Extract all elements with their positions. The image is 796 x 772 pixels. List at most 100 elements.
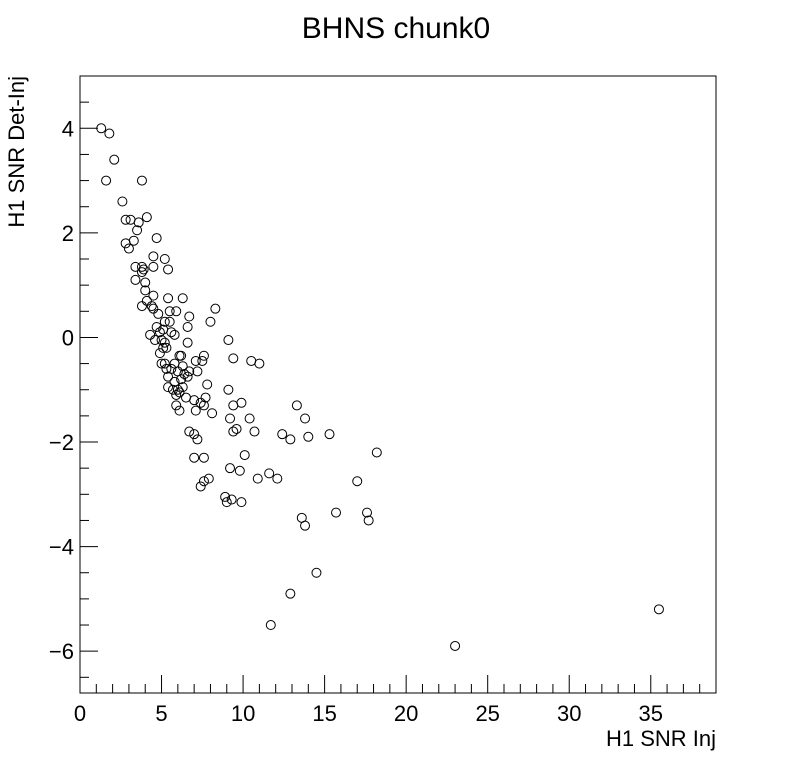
y-axis: −6 −4 −2 0 2 4 bbox=[49, 75, 98, 678]
data-point bbox=[120, 238, 131, 249]
data-point bbox=[158, 342, 169, 353]
data-point bbox=[164, 316, 175, 327]
data-point bbox=[148, 303, 159, 314]
data-point bbox=[101, 175, 112, 186]
data-point bbox=[169, 329, 180, 340]
data-point bbox=[159, 316, 170, 327]
data-point bbox=[140, 277, 151, 288]
data-point bbox=[128, 235, 139, 246]
data-point bbox=[176, 350, 187, 361]
data-point bbox=[132, 225, 143, 236]
data-point bbox=[172, 384, 183, 395]
data-point bbox=[195, 481, 206, 492]
data-point bbox=[184, 311, 195, 322]
y-tick-label: 4 bbox=[62, 116, 74, 141]
data-point bbox=[231, 423, 242, 434]
data-point bbox=[246, 355, 257, 366]
x-tick-label: 35 bbox=[639, 701, 663, 726]
data-point bbox=[148, 251, 159, 262]
data-point bbox=[223, 384, 234, 395]
data-point bbox=[171, 400, 182, 411]
data-point bbox=[244, 413, 255, 424]
data-point bbox=[197, 355, 208, 366]
data-point bbox=[228, 353, 239, 364]
data-point bbox=[154, 348, 165, 359]
data-point bbox=[182, 321, 193, 332]
data-point bbox=[192, 366, 203, 377]
data-point bbox=[171, 306, 182, 317]
data-point bbox=[148, 290, 159, 301]
data-point bbox=[123, 243, 134, 254]
x-tick-label: 0 bbox=[74, 701, 86, 726]
data-point bbox=[450, 640, 461, 651]
data-point bbox=[228, 426, 239, 437]
x-tick-label: 10 bbox=[231, 701, 255, 726]
data-point bbox=[205, 316, 216, 327]
data-point bbox=[236, 397, 247, 408]
data-point bbox=[285, 588, 296, 599]
data-point bbox=[223, 335, 234, 346]
data-point bbox=[239, 450, 250, 461]
data-point bbox=[133, 217, 144, 228]
data-point bbox=[146, 301, 157, 312]
data-point bbox=[195, 397, 206, 408]
data-point bbox=[182, 337, 193, 348]
y-tick-label: −2 bbox=[49, 430, 74, 455]
data-point bbox=[249, 426, 260, 437]
data-point bbox=[145, 329, 156, 340]
data-point bbox=[104, 128, 115, 139]
data-point bbox=[225, 413, 236, 424]
data-point bbox=[192, 434, 203, 445]
data-point bbox=[177, 293, 188, 304]
data-point bbox=[96, 123, 107, 134]
data-point bbox=[228, 400, 239, 411]
data-point bbox=[184, 426, 195, 437]
data-point bbox=[153, 308, 164, 319]
data-point bbox=[352, 476, 363, 487]
data-point bbox=[303, 431, 314, 442]
data-point bbox=[154, 327, 165, 338]
data-point bbox=[221, 497, 232, 508]
data-point bbox=[285, 434, 296, 445]
x-tick-label: 30 bbox=[557, 701, 581, 726]
y-tick-label: −6 bbox=[49, 639, 74, 664]
data-point bbox=[198, 452, 209, 463]
data-point bbox=[159, 358, 170, 369]
data-point bbox=[184, 366, 195, 377]
data-point bbox=[136, 261, 147, 272]
data-point bbox=[311, 567, 322, 578]
data-point bbox=[151, 233, 162, 244]
data-point bbox=[207, 408, 218, 419]
data-point bbox=[159, 254, 170, 265]
data-point bbox=[190, 355, 201, 366]
data-point bbox=[120, 214, 131, 225]
data-point bbox=[371, 447, 382, 458]
data-point bbox=[236, 497, 247, 508]
data-point bbox=[136, 301, 147, 312]
data-point bbox=[163, 371, 174, 382]
data-point bbox=[141, 212, 152, 223]
data-point bbox=[174, 405, 185, 416]
data-point bbox=[174, 387, 185, 398]
data-point bbox=[181, 392, 191, 403]
data-point bbox=[163, 382, 174, 393]
data-point bbox=[277, 429, 288, 440]
data-point bbox=[291, 400, 302, 411]
data-point bbox=[265, 620, 276, 631]
data-point bbox=[171, 389, 182, 400]
data-point bbox=[130, 261, 141, 272]
data-point bbox=[163, 264, 174, 275]
x-tick-label: 20 bbox=[394, 701, 418, 726]
data-point bbox=[148, 261, 159, 272]
y-tick-label: 2 bbox=[62, 221, 74, 246]
data-point bbox=[300, 413, 311, 424]
y-axis-title: H1 SNR Det-Inj bbox=[4, 76, 29, 228]
data-point bbox=[156, 335, 167, 346]
data-point bbox=[225, 463, 236, 474]
data-point bbox=[151, 321, 162, 332]
data-point bbox=[202, 379, 213, 390]
data-point bbox=[331, 507, 342, 518]
data-point bbox=[176, 374, 187, 385]
data-point bbox=[234, 465, 245, 476]
